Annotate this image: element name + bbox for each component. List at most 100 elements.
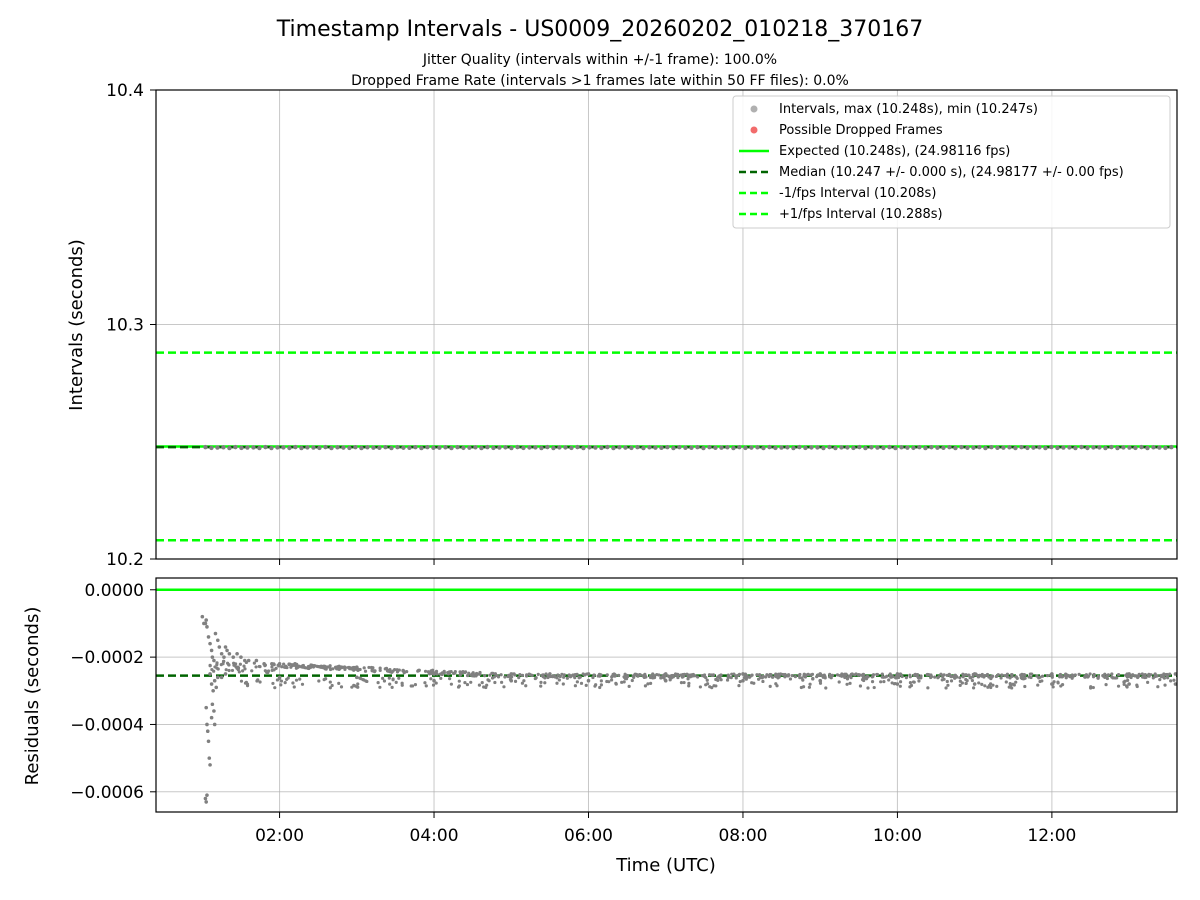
residual-point [686, 674, 690, 678]
residual-point [467, 671, 471, 675]
residual-point [1084, 675, 1088, 679]
residual-point [829, 676, 833, 680]
residual-point [1010, 673, 1014, 677]
residual-point [676, 675, 680, 680]
residual-point [378, 666, 382, 670]
residual-point [378, 685, 382, 689]
residual-point [793, 675, 798, 679]
residual-point [818, 679, 823, 683]
interval-point [611, 445, 616, 451]
residual-point [811, 677, 815, 681]
residual-point [233, 662, 238, 666]
interval-point [647, 445, 652, 450]
residual-point [431, 668, 435, 672]
interval-point [473, 445, 478, 450]
interval-point [935, 445, 940, 450]
interval-point [761, 445, 766, 451]
residual-point [768, 684, 772, 688]
residual-point [493, 680, 497, 685]
residual-point [409, 684, 413, 688]
x-tick-label: 10:00 [873, 826, 922, 846]
residual-point [1058, 673, 1062, 677]
residual-point [528, 673, 532, 677]
residual-point [362, 666, 366, 670]
residual-point [967, 673, 971, 677]
legend-item-expected: Expected (10.248s), (24.98116 fps) [739, 144, 1010, 159]
interval-point [1031, 445, 1036, 450]
interval-point [1097, 445, 1102, 450]
residual-point [787, 673, 791, 677]
interval-point [995, 445, 1000, 451]
residual-point [456, 685, 461, 689]
residual-point [705, 678, 709, 682]
y-tick-label: −0.0006 [70, 783, 144, 803]
residual-point [620, 680, 624, 684]
residual-point [614, 682, 618, 686]
residual-point [725, 678, 730, 682]
residual-point [1065, 673, 1069, 677]
residual-point [958, 683, 962, 687]
residual-point [235, 651, 239, 656]
interval-point [1043, 445, 1048, 451]
residual-point [899, 672, 903, 676]
residual-point [478, 670, 482, 675]
residual-point [525, 673, 529, 677]
residual-point [798, 672, 802, 677]
interval-point [1169, 444, 1174, 450]
residual-point [423, 681, 427, 685]
residual-point [551, 674, 555, 678]
residual-point [518, 673, 522, 677]
residual-point [882, 679, 886, 684]
interval-point [203, 444, 208, 450]
residual-point [242, 664, 246, 668]
residual-point [230, 668, 235, 673]
residual-point [750, 673, 754, 677]
residual-point [729, 676, 733, 680]
residual-point [225, 648, 229, 653]
residual-point [1070, 676, 1074, 680]
residual-point [975, 673, 980, 678]
residual-point [1023, 673, 1027, 677]
residual-point [239, 679, 244, 683]
interval-point [635, 444, 640, 450]
residual-point [423, 669, 428, 673]
interval-point [779, 445, 784, 450]
residual-point [818, 681, 823, 685]
interval-point [737, 444, 742, 450]
residual-point [1163, 683, 1167, 687]
residual-point [671, 675, 675, 679]
residual-point [783, 675, 787, 679]
residual-point [322, 678, 326, 682]
residual-point [239, 655, 243, 659]
residual-point [458, 673, 462, 677]
residual-point [556, 673, 560, 677]
interval-point [311, 445, 316, 450]
interval-point [281, 445, 286, 450]
interval-point [677, 445, 682, 450]
residual-point [756, 677, 761, 681]
residual-point [271, 681, 275, 686]
residual-point [562, 675, 566, 679]
interval-point [293, 444, 298, 450]
residual-point [539, 680, 543, 684]
interval-point [833, 445, 838, 451]
residual-point [696, 675, 700, 679]
residual-point [591, 675, 595, 680]
interval-point [515, 444, 520, 450]
interval-point [1157, 445, 1162, 450]
residual-point [243, 667, 247, 671]
residual-point [513, 679, 518, 684]
residual-point [737, 684, 741, 688]
residual-point [500, 680, 504, 684]
y-tick-label: −0.0002 [70, 648, 144, 668]
residual-point [322, 666, 327, 670]
residual-point [605, 673, 609, 677]
residual-point [393, 668, 397, 672]
interval-point [905, 445, 910, 450]
residual-point [558, 674, 562, 679]
residual-point [317, 679, 321, 683]
residual-point [540, 673, 544, 678]
interval-point [623, 445, 628, 450]
residual-point [727, 674, 731, 678]
interval-point [851, 445, 856, 451]
